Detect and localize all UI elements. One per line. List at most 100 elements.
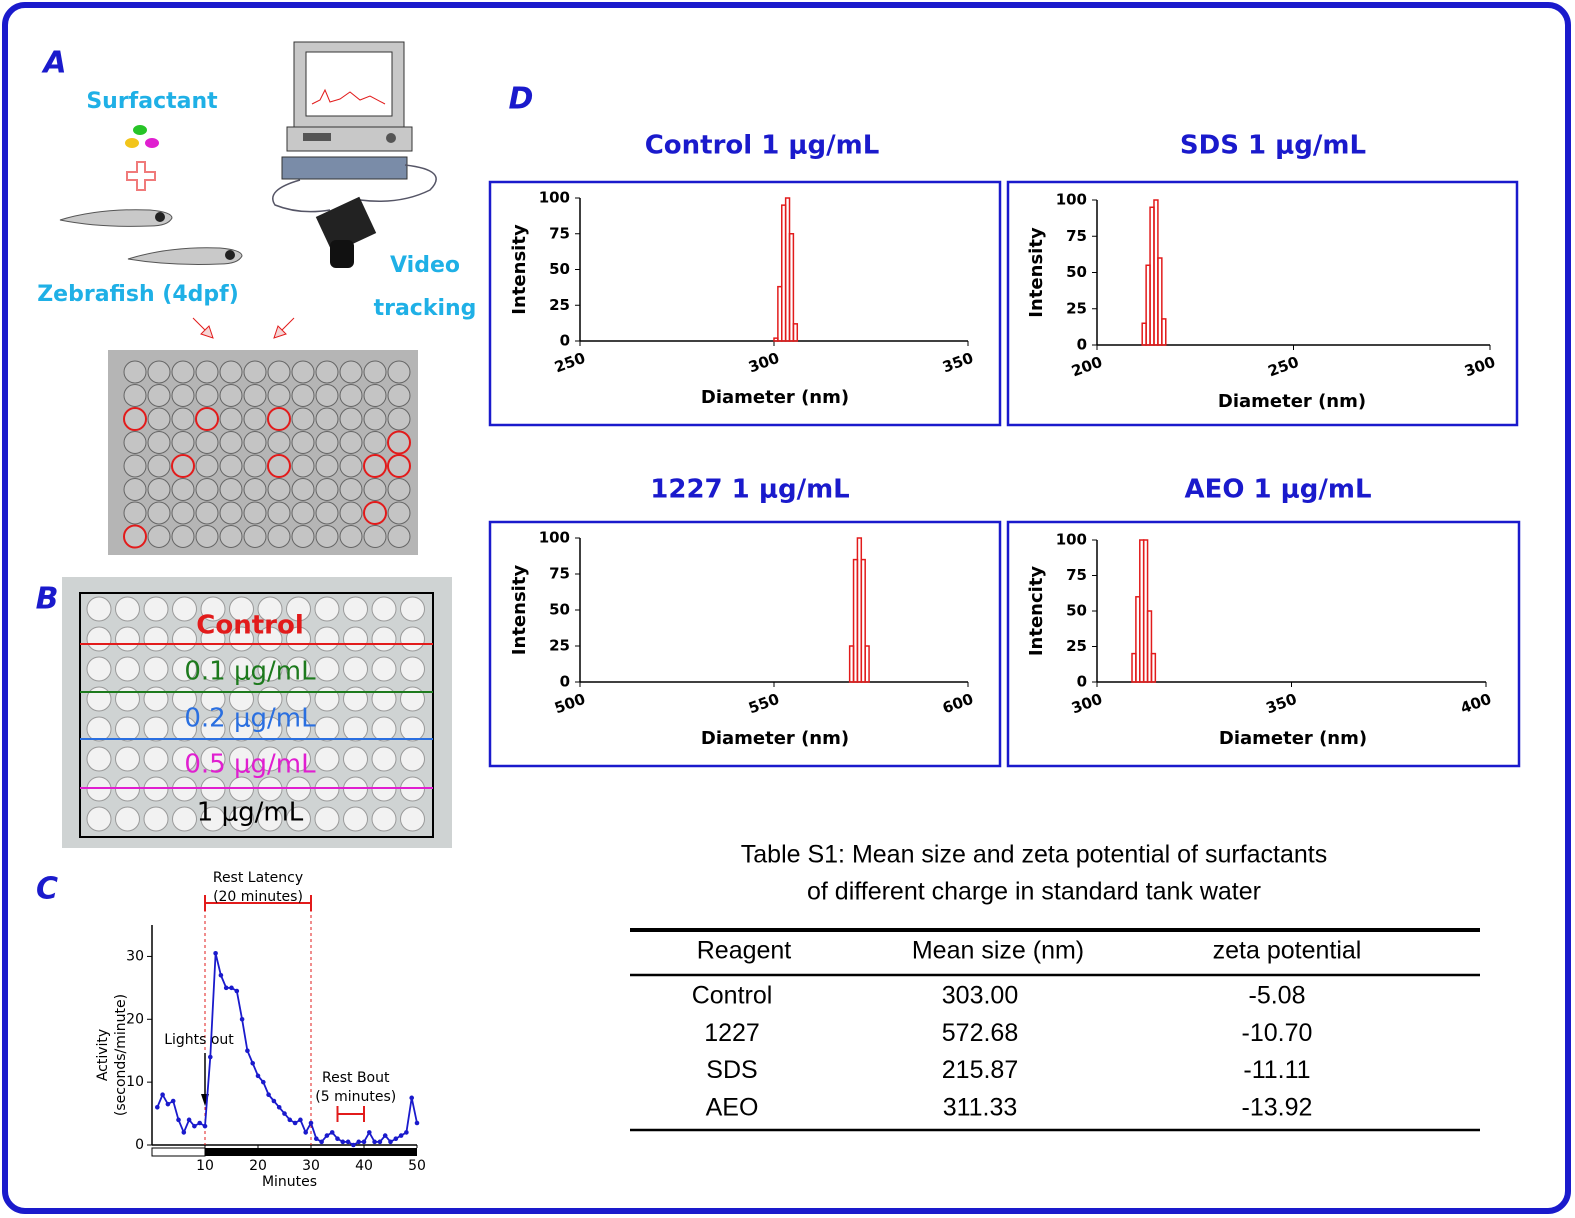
dose-label: 1 μg/mL [197,798,304,828]
well [123,524,147,549]
well [363,384,387,407]
y-tick-label: 0 [1077,673,1087,691]
well [86,656,112,682]
well [343,596,368,622]
x-tick-label: 50 [408,1158,426,1174]
activity-point [319,1139,324,1145]
well [387,430,411,455]
table-cell: -11.11 [1243,1056,1310,1084]
activity-point [165,1101,171,1107]
well [195,384,219,407]
well [147,360,171,384]
well [291,525,315,548]
activity-point [234,988,240,994]
x-tick-label: 40 [355,1158,373,1174]
y-tick-label: 10 [126,1074,144,1090]
well [371,626,397,652]
activity-point [181,1130,187,1135]
activity-point [409,1095,415,1101]
y-tick-label: 0 [1077,336,1087,354]
well [195,478,219,501]
well [229,746,254,772]
well [172,716,197,742]
well [286,716,311,742]
well [143,716,169,742]
well [400,596,425,622]
well [315,525,339,548]
bar [1146,610,1153,683]
well [267,501,291,525]
activity-point [245,1048,250,1054]
activity-point [197,1120,202,1126]
annotation: Rest Bout [322,1070,390,1086]
y-tick-label: 75 [549,565,570,583]
activity-point [186,1117,192,1123]
y-tick-label: 75 [549,224,570,242]
well [115,656,140,682]
well [343,746,368,772]
well [371,686,397,712]
table-cell: 572.68 [942,1019,1018,1047]
well [315,431,339,454]
well [123,478,147,501]
y-tick-label: 0 [560,673,570,691]
well [243,501,267,525]
well [172,596,197,622]
x-axis-label: Diameter (nm) [701,387,849,408]
well [229,656,254,682]
well [314,806,340,832]
well [195,501,219,525]
activity-point [414,1120,420,1126]
well [363,478,387,501]
x-tick-label: 20 [249,1158,267,1174]
y-tick-label: 100 [539,189,570,207]
well [229,596,254,622]
well [115,596,140,622]
well [143,806,169,832]
well [314,686,340,712]
zebrafish-label: Zebrafish (4dpf) [37,282,239,307]
well [315,360,339,384]
well [115,716,140,742]
y-tick-label: 100 [1056,191,1087,209]
table-cell: SDS [706,1056,757,1084]
table-cell: 303.00 [942,982,1018,1010]
well [171,478,195,501]
activity-point [356,1139,362,1145]
well [195,407,219,431]
activity-point [287,1117,293,1123]
well [243,454,267,478]
well [339,360,363,384]
activity-point [255,1073,261,1079]
well [387,525,411,548]
bar [860,558,866,683]
table-header: Mean size (nm) [912,937,1084,965]
well [200,596,226,622]
y-tick-label: 50 [549,260,570,278]
well [219,407,243,431]
well [387,407,411,431]
well [200,716,226,742]
well [115,806,140,832]
well [172,746,197,772]
well [86,626,112,652]
well [123,384,147,407]
well [387,454,411,478]
table-title: Table S1: Mean size and zeta potential o… [741,841,1327,869]
dose-label: 0.1 μg/mL [184,657,316,687]
well [123,407,147,431]
well [343,656,368,682]
surfactant-label: Surfactant [86,89,218,114]
well [371,596,397,622]
well [291,384,315,407]
well [86,716,112,742]
activity-point [314,1136,319,1142]
well [143,656,169,682]
y-tick-label: 50 [1066,263,1087,281]
table-header: zeta potential [1213,937,1362,965]
well [339,501,363,525]
well [315,384,339,407]
activity-point [271,1098,277,1104]
well [343,686,368,712]
activity-point [202,1123,208,1129]
